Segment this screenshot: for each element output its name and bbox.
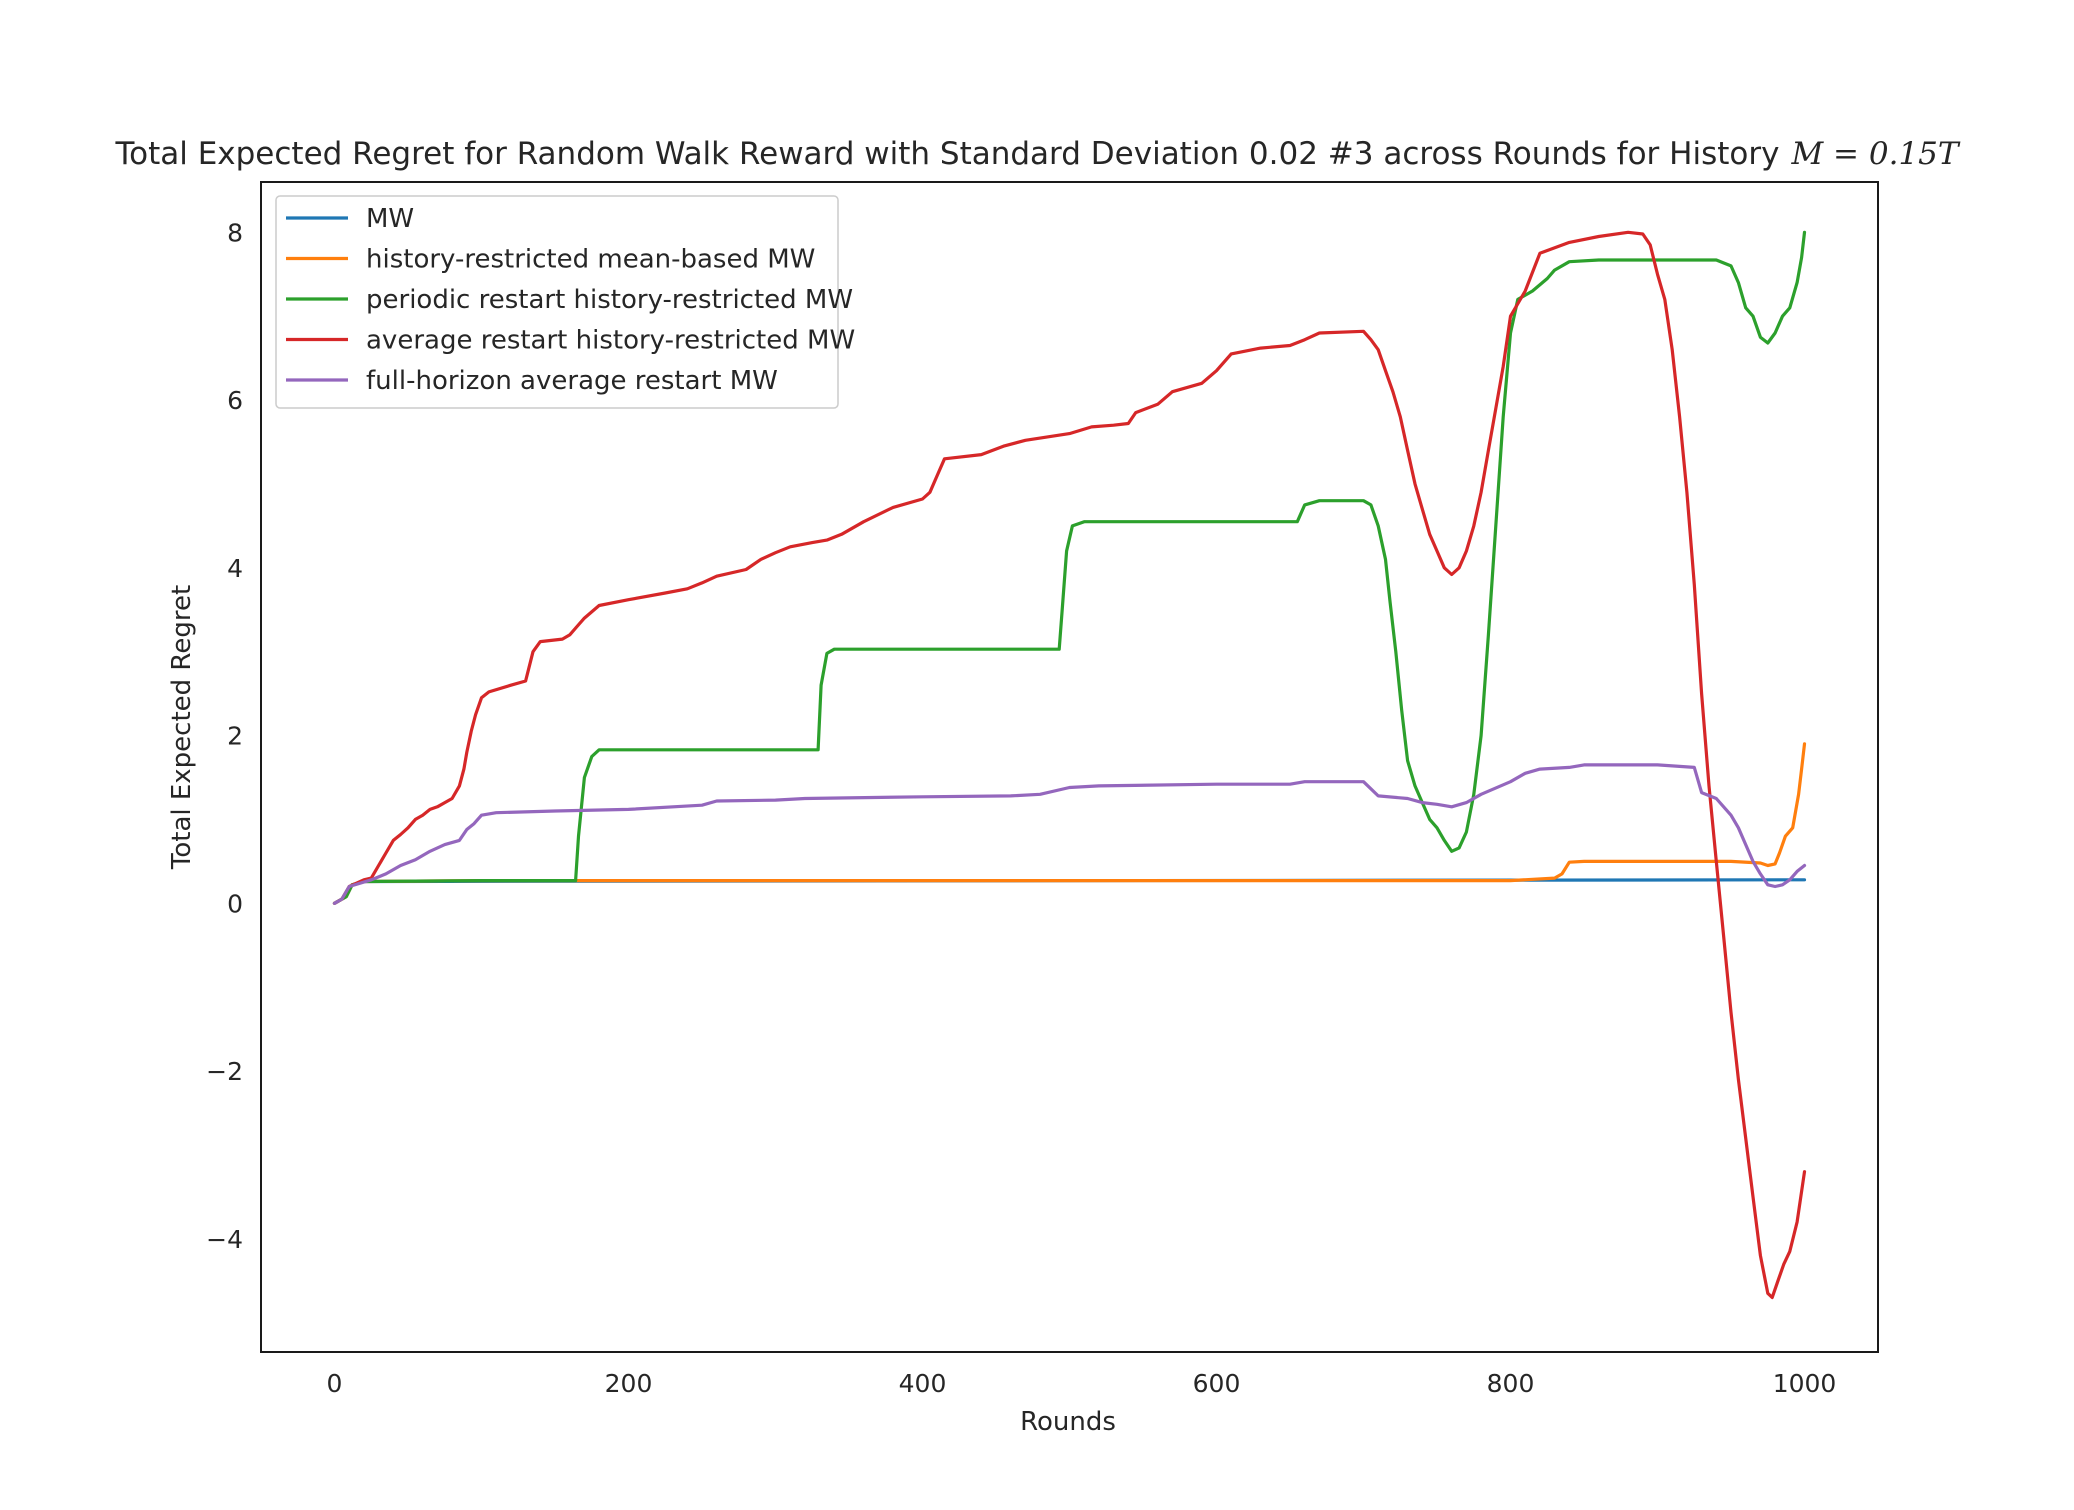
- y-tick-label: −4: [206, 1225, 243, 1254]
- y-tick-label: 4: [227, 554, 243, 583]
- chart-title-text: Total Expected Regret for Random Walk Re…: [114, 136, 1779, 172]
- y-axis-ticks: −4 −2 0 2 4 6 8: [206, 218, 243, 1254]
- x-tick-label: 200: [605, 1369, 653, 1398]
- plot-area: 0 200 400 600 800 1000 −4 −2 0 2 4 6 8: [206, 181, 1879, 1398]
- series-line-5: [332, 763, 1807, 905]
- x-tick-label: 0: [327, 1369, 343, 1398]
- x-axis-label: Rounds: [1020, 1407, 1116, 1437]
- axes-frame: [260, 181, 1879, 1353]
- x-axis-ticks: 0 200 400 600 800 1000: [327, 1369, 1837, 1398]
- y-tick-label: 6: [227, 386, 243, 415]
- series-line-3: [332, 230, 1807, 905]
- legend-box: [275, 195, 839, 409]
- legend: MW history-restricted mean-based MW period…: [275, 195, 855, 409]
- chart-title-math: M = 0.15T: [1790, 136, 1960, 172]
- y-axis-label: Total Expected Regret: [167, 585, 197, 870]
- x-tick-label: 1000: [1773, 1369, 1837, 1398]
- x-tick-label: 400: [899, 1369, 947, 1398]
- legend-label: full-horizon average restart MW: [366, 366, 778, 396]
- series-lines: [332, 230, 1807, 1300]
- y-tick-label: 2: [227, 722, 243, 751]
- y-tick-label: −2: [206, 1057, 243, 1086]
- legend-label: MW: [366, 204, 414, 234]
- series-line-4: [332, 230, 1807, 1300]
- x-tick-label: 800: [1487, 1369, 1535, 1398]
- chart-title: Total Expected Regret for Random Walk Re…: [114, 136, 1960, 172]
- legend-label: periodic restart history-restricted MW: [366, 285, 853, 315]
- x-tick-label: 600: [1193, 1369, 1241, 1398]
- y-tick-label: 0: [227, 889, 243, 918]
- y-tick-label: 8: [227, 218, 243, 247]
- legend-label: history-restricted mean-based MW: [366, 245, 815, 275]
- legend-label: average restart history-restricted MW: [366, 326, 855, 356]
